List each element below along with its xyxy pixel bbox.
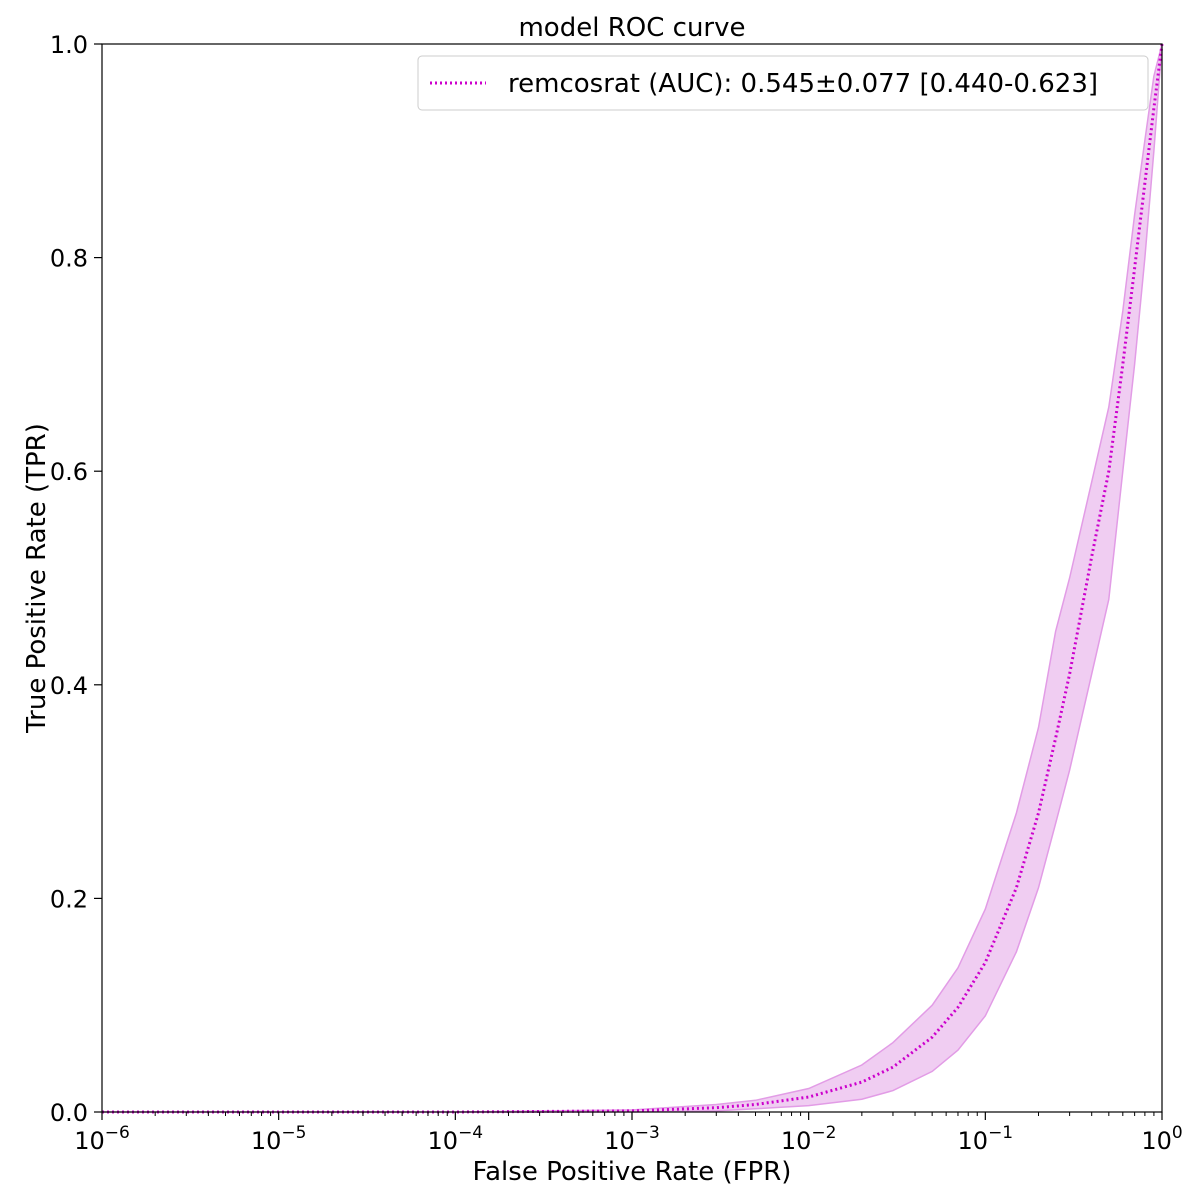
chart-title: model ROC curve <box>518 13 745 43</box>
x-axis: 10−6 10−5 10−4 10−3 10−2 10−1 100 <box>74 1112 1182 1155</box>
y-tick-label-1: 0.2 <box>50 885 88 913</box>
confidence-band-layer <box>102 44 1162 1112</box>
y-tick-label-4: 0.8 <box>50 245 88 273</box>
y-tick-label-2: 0.4 <box>50 672 88 700</box>
y-tick-label-0: 0.0 <box>50 1099 88 1127</box>
y-tick-label-3: 0.6 <box>50 458 88 486</box>
y-axis-label: True Positive Rate (TPR) <box>22 423 52 734</box>
legend: remcosrat (AUC): 0.545±0.077 [0.440-0.62… <box>418 56 1148 110</box>
x-axis-label: False Positive Rate (FPR) <box>473 1157 792 1187</box>
x-tick-label-3: 10−3 <box>604 1123 660 1155</box>
confidence-band-series-1 <box>102 44 1162 1112</box>
y-axis: 0.0 0.2 0.4 0.6 0.8 1.0 <box>50 31 102 1127</box>
y-tick-label-5: 1.0 <box>50 31 88 59</box>
x-tick-label-4: 10−2 <box>781 1123 837 1155</box>
x-tick-label-1: 10−5 <box>251 1123 307 1155</box>
legend-label-series-1: remcosrat (AUC): 0.545±0.077 [0.440-0.62… <box>508 69 1098 99</box>
x-tick-label-5: 10−1 <box>958 1123 1014 1155</box>
x-tick-label-6: 100 <box>1141 1123 1182 1155</box>
x-tick-label-0: 10−6 <box>74 1123 130 1155</box>
x-tick-label-2: 10−4 <box>428 1123 484 1155</box>
